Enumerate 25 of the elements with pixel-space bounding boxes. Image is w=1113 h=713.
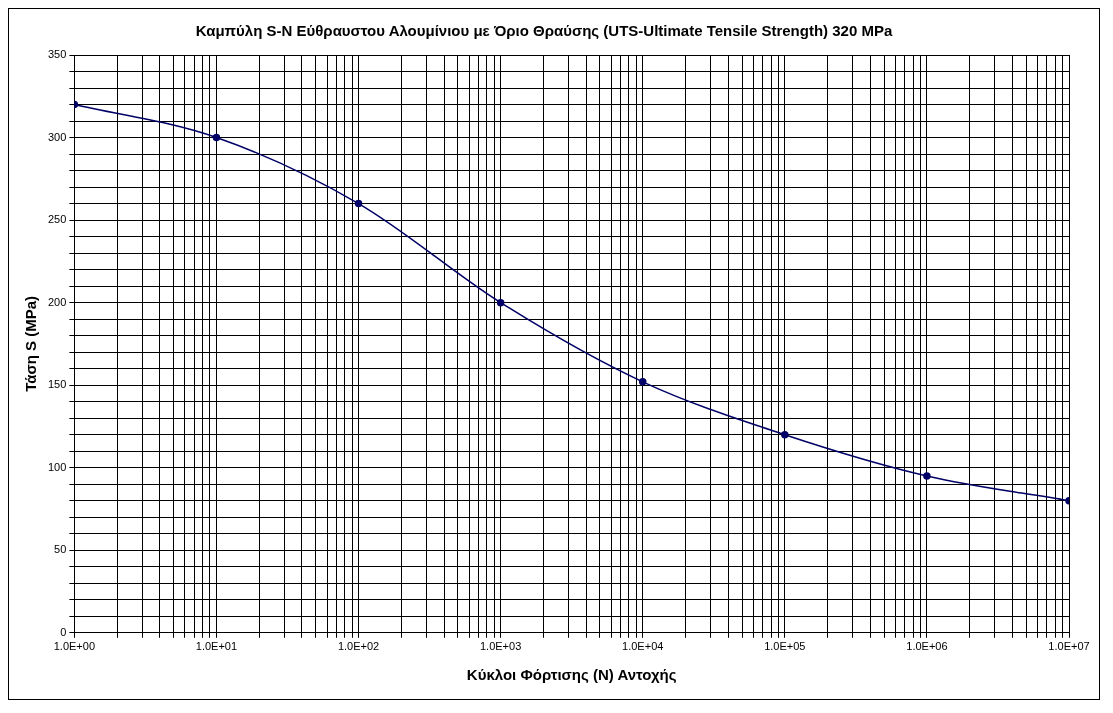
point <box>354 199 363 208</box>
y-tick-label: 50 <box>54 543 67 556</box>
point <box>923 472 931 480</box>
y-tick-label: 250 <box>47 213 67 226</box>
x-tick-label: 1.0E+07 <box>1048 640 1090 653</box>
x-tick-label: 1.0E+04 <box>622 640 664 653</box>
y-tick-label: 150 <box>47 378 67 391</box>
y-tick-label: 350 <box>47 48 67 61</box>
y-tick-label: 200 <box>47 295 67 308</box>
x-tick-label: 1.0E+03 <box>479 640 522 653</box>
x-axis-title: Κύκλοι Φόρτισης (Ν) Αντοχής <box>466 666 677 684</box>
chart-title: Καμπύλη S-N Εύθραυστου Αλουμίνιου με Όριο Θραύσης (UTS-Ultimate Tensile Strength) 320 MPa <box>195 22 893 40</box>
y-axis-title: Τάση S (MPa) <box>22 295 40 392</box>
x-tick-label: 1.0E+01 <box>195 640 238 653</box>
y-tick-label: 0 <box>60 625 67 638</box>
x-tick-label: 1.0E+00 <box>53 640 95 653</box>
point <box>496 298 505 307</box>
point <box>781 430 789 439</box>
y-tick-label: 300 <box>47 130 67 143</box>
point <box>638 378 647 386</box>
x-tick-label: 1.0E+05 <box>764 640 806 653</box>
point <box>212 133 221 142</box>
x-tick-label: 1.0E+02 <box>337 640 380 653</box>
y-tick-label: 100 <box>47 460 67 473</box>
x-tick-label: 1.0E+06 <box>906 640 948 653</box>
